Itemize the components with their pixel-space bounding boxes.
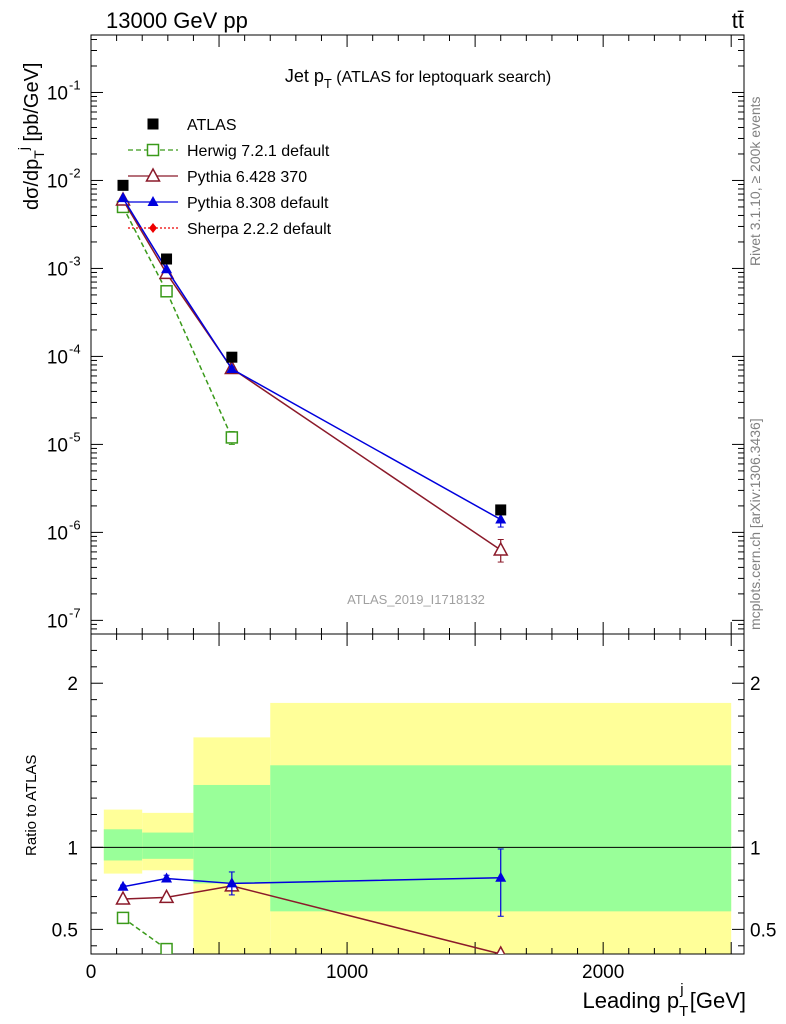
y-tick-label: 10 [47,259,68,280]
ratio-y-tick-label: 0.5 [52,920,78,941]
ratio-y-tick-label: 2 [67,674,78,695]
x-tick-label: 1000 [326,962,368,983]
legend: ATLAS Herwig 7.2.1 default Pythia 6.428 37… [128,117,332,238]
legend-label-atlas: ATLAS [187,117,237,134]
process-label: tt̄ [732,8,744,33]
pythia-6-428-370-line [122,199,502,551]
y-axis-label-main: dσ/dpTj [pb/GeV] [15,63,47,210]
y-tick-label: 10 [47,523,68,544]
herwig-7-2-1-default-point [225,431,239,444]
atlas-point [161,253,173,265]
ratio-herwig-7-2-1-default-point [160,942,173,954]
ratio-uncertainty-bands [103,702,732,954]
ratio-pythia-8-308-default-line [122,876,501,888]
ratio-panel-frame [90,633,745,955]
analysis-label: ATLAS_2019_I1718132 [347,592,485,607]
y-axis-label-ratio: Ratio to ATLAS [23,755,40,856]
y-tick-exponent: -3 [69,253,81,268]
ratio-pythia-8-308-default-point [226,877,238,888]
data-marks [115,179,509,954]
y-tick-exponent: -6 [69,517,81,532]
pythia-8-308-default-point [495,513,507,524]
legend-marker-atlas [147,118,159,130]
pythia-8-308-default-point [117,192,129,203]
ratio-pythia-6-428-370-point [158,888,175,904]
ratio-y-tick-label-right: 2 [750,674,761,695]
legend-marker-pythia-8-308-default [147,196,159,206]
legend-marker-pythia-6-428-370 [145,167,161,182]
ratio-herwig-7-2-1-default-line [122,917,167,950]
y-tick-label: 10 [47,171,68,192]
source-label: mcplots.cern.ch [arXiv:1306.3436] [747,418,763,630]
green-band [142,832,194,859]
ratio-y-tick-label-right: 1 [750,838,761,859]
y-tick-exponent: -5 [69,429,81,444]
legend-label-herwig-7-2-1-default: Herwig 7.2.1 default [187,143,330,160]
ratio-pythia-8-308-default-point [117,880,129,891]
rivet-label: Rivet 3.1.10, ≥ 200k events [747,96,763,266]
y-tick-exponent: -2 [69,165,81,180]
legend-marker-sherpa-2-2-2-default [149,223,157,233]
green-band [103,829,143,861]
atlas-point [117,179,129,191]
x-axis-label: Leading pTj [GeV] [582,981,746,1020]
y-tick-label: 10 [47,347,68,368]
ratio-pythia-8-308-default-point [495,871,507,882]
ratio-y-tick-label-right: 0.5 [750,920,776,941]
legend-label-pythia-6-428-370: Pythia 6.428 370 [187,169,307,186]
atlas-point [495,504,507,516]
atlas-point [226,351,238,363]
y-tick-exponent: -1 [69,77,81,92]
ratio-pythia-8-308-default-point [161,872,173,883]
legend-label-pythia-8-308-default: Pythia 8.308 default [187,195,329,212]
y-tick-label: 10 [47,611,68,632]
green-band [193,784,271,884]
y-tick-exponent: -4 [69,341,81,356]
axes-frames [90,34,745,955]
ratio-pythia-6-428-370-point [115,890,131,905]
y-tick-label: 10 [47,83,68,104]
energy-label: 13000 GeV pp [106,8,248,33]
ratio-pythia-6-428-370-point [496,945,506,954]
y-tick-exponent: -7 [69,605,81,620]
legend-marker-herwig-7-2-1-default [146,143,160,157]
x-tick-label: 0 [86,962,97,983]
pythia-6-428-370-point [492,541,509,556]
legend-label-sherpa-2-2-2-default: Sherpa 2.2.2 default [187,221,332,238]
pythia-8-308-default-point [161,263,173,274]
ratio-y-tick-label: 1 [67,838,78,859]
x-tick-label: 2000 [582,962,624,983]
plot-title: Jet pT (ATLAS for leptoquark search) [285,66,551,91]
y-tick-label: 10 [47,435,68,456]
herwig-7-2-1-default-point [160,285,173,298]
pythia-8-308-default-line [122,197,502,521]
ratio-pythia-6-428-370-line [122,885,501,954]
herwig-7-2-1-default-line [122,206,233,438]
ratio-series-group [115,848,507,954]
ratio-herwig-7-2-1-default-point [116,911,130,925]
pythia-8-308-default-point [226,362,238,373]
